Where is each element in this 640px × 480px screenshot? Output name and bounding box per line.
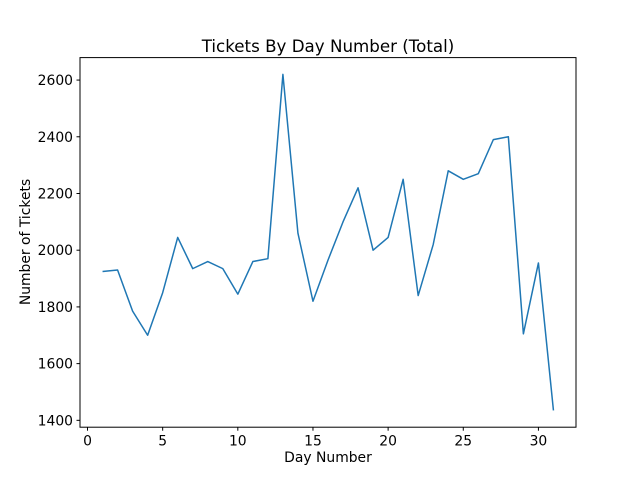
x-tick-label: 10 — [229, 434, 247, 450]
x-axis-label: Day Number — [284, 450, 372, 466]
x-tick-label: 25 — [454, 434, 472, 450]
y-tick-label: 1800 — [38, 300, 73, 316]
plot-area: 0 5 10 15 20 25 30 1400 1600 1800 2000 2200 2400 2600 — [38, 57, 577, 450]
y-tick-label: 2000 — [38, 243, 73, 259]
y-tick-label: 1600 — [38, 357, 73, 373]
chart-title: Tickets By Day Number (Total) — [201, 36, 455, 56]
y-tick-label: 2200 — [38, 186, 73, 202]
x-tick-label: 15 — [304, 434, 322, 450]
data-line — [102, 73, 555, 411]
x-tick-label: 5 — [158, 434, 167, 450]
y-tick-label: 1400 — [38, 413, 73, 429]
x-tick-label: 30 — [530, 434, 548, 450]
plot-frame — [79, 57, 577, 428]
y-tick-label: 2600 — [38, 73, 73, 89]
x-tick-label: 0 — [83, 434, 92, 450]
y-axis-label: Number of Tickets — [18, 179, 34, 305]
x-tick-label: 20 — [379, 434, 397, 450]
y-tick-label: 2400 — [38, 130, 73, 146]
